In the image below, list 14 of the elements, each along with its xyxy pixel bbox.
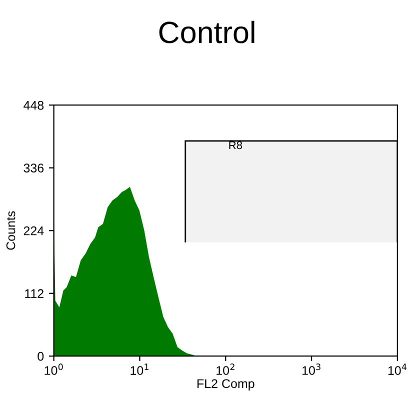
y-tick-label: 112 — [25, 289, 44, 298]
y-tick-label: 0 — [38, 352, 44, 361]
x-tick-label: 10$^{4}$ — [388, 364, 407, 375]
x-tick-label: 10$^{0}$ — [44, 364, 63, 375]
y-axis-title: Counts — [6, 211, 16, 250]
x-tick-label: 10$^{2}$ — [216, 364, 234, 375]
y-tick-label: 448 — [24, 100, 44, 110]
x-tick-label: 10$^{3}$ — [302, 364, 320, 375]
x-axis-title: FL2 Comp — [197, 379, 254, 391]
chart-title: Control — [159, 20, 254, 44]
y-tick-label: 224 — [24, 226, 44, 236]
band-label: R8 — [229, 141, 242, 150]
y-tick-label: 336 — [24, 164, 44, 172]
x-tick-label: 10$^{1}$ — [130, 364, 149, 375]
